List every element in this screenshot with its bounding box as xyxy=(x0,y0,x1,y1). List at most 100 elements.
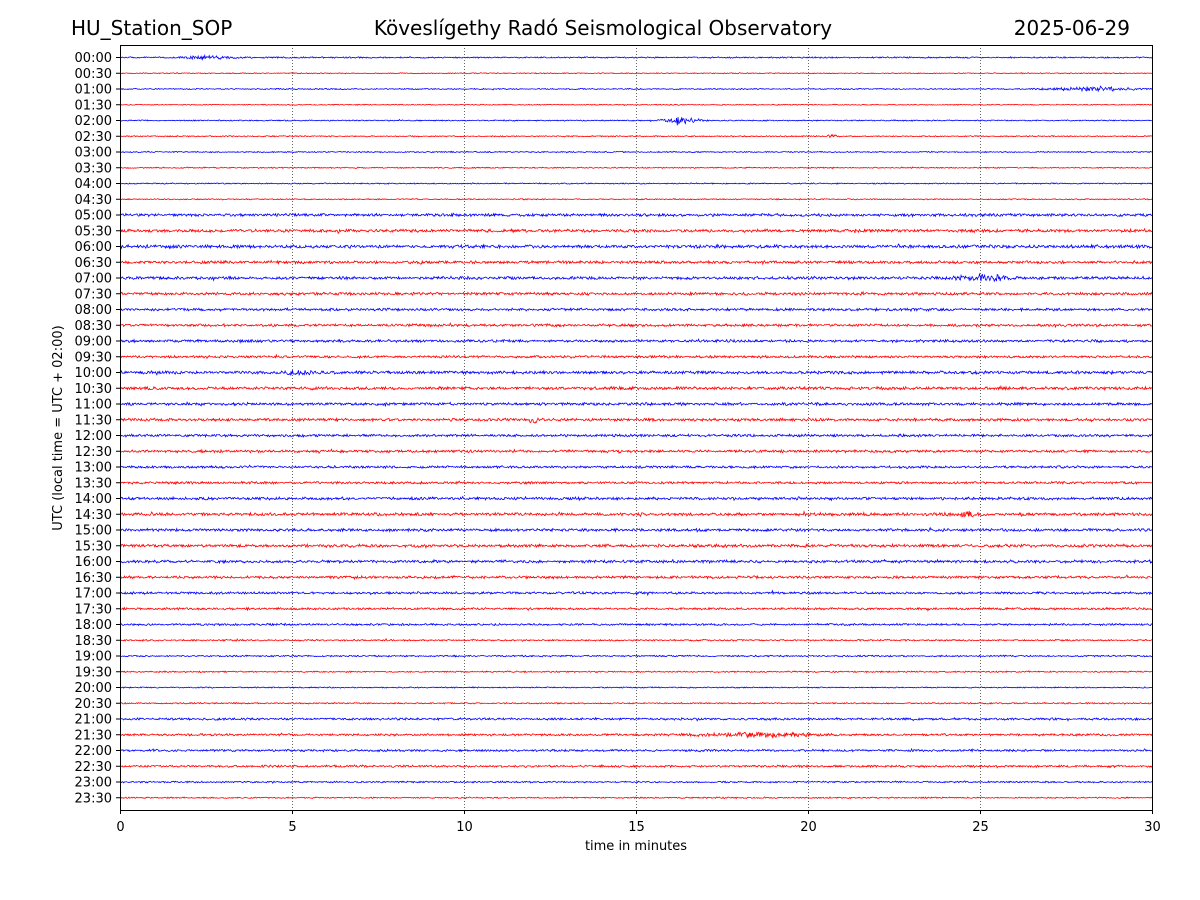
trace-2100 xyxy=(119,716,1153,722)
y-tick-label: 10:00 xyxy=(75,366,112,381)
x-tick-label: 30 xyxy=(1144,820,1161,835)
trace-0630 xyxy=(119,259,1153,266)
trace-0830 xyxy=(119,322,1153,329)
y-tick-label: 17:00 xyxy=(75,587,112,602)
y-tick-label: 19:00 xyxy=(75,650,112,665)
trace-0300 xyxy=(119,150,1153,154)
y-tick-label: 15:30 xyxy=(75,539,112,554)
trace-1630 xyxy=(119,574,1153,581)
trace-2030 xyxy=(119,701,1153,705)
trace-0430 xyxy=(119,198,1153,201)
y-tick-label: 22:30 xyxy=(75,760,112,775)
trace-0800 xyxy=(119,306,1153,313)
trace-0930 xyxy=(119,353,1153,360)
trace-0100 xyxy=(119,85,1153,93)
trace-0530 xyxy=(119,227,1152,235)
y-tick-label: 13:00 xyxy=(75,461,112,476)
x-tick-label: 10 xyxy=(456,820,473,835)
y-tick-label: 12:30 xyxy=(75,445,112,460)
y-tick-label: 16:30 xyxy=(75,571,112,586)
trace-lines xyxy=(119,53,1153,800)
trace-0000 xyxy=(119,53,1153,61)
y-tick-label: 01:00 xyxy=(75,83,112,98)
x-tick-label: 25 xyxy=(972,820,989,835)
x-axis: 0 5 10 15 20 25 30 xyxy=(116,810,1161,835)
y-tick-label: 01:30 xyxy=(75,98,112,113)
y-tick-label: 21:30 xyxy=(75,728,112,743)
x-tick-label: 0 xyxy=(116,820,124,835)
y-tick-label: 09:00 xyxy=(75,335,112,350)
y-tick-label: 18:30 xyxy=(75,634,112,649)
trace-1300 xyxy=(119,464,1153,470)
y-tick-label: 21:00 xyxy=(75,713,112,728)
record-date: 2025-06-29 xyxy=(1013,16,1130,40)
y-tick-label: 06:00 xyxy=(75,240,112,255)
trace-0500 xyxy=(119,212,1153,218)
x-axis-label: time in minutes xyxy=(585,839,687,854)
trace-2000 xyxy=(119,686,1153,689)
y-tick-label: 12:00 xyxy=(75,429,112,444)
y-tick-label: 22:00 xyxy=(75,744,112,759)
y-tick-label: 11:00 xyxy=(75,398,112,413)
y-tick-label: 08:30 xyxy=(75,319,112,334)
trace-1430 xyxy=(119,510,1153,518)
y-tick-label: 00:30 xyxy=(75,67,112,82)
trace-0730 xyxy=(119,290,1153,297)
y-tick-label: 13:30 xyxy=(75,476,112,491)
y-tick-label: 18:00 xyxy=(75,618,112,633)
trace-1130 xyxy=(119,416,1153,424)
trace-0400 xyxy=(119,182,1153,185)
trace-1530 xyxy=(119,542,1153,550)
y-tick-label: 05:00 xyxy=(75,209,112,224)
x-tick-label: 20 xyxy=(800,820,817,835)
y-axis-label: UTC (local time = UTC + 02:00) xyxy=(51,325,66,530)
y-tick-label: 14:30 xyxy=(75,508,112,523)
trace-1400 xyxy=(119,495,1153,502)
y-tick-label: 02:00 xyxy=(75,114,112,129)
y-tick-label: 02:30 xyxy=(75,130,112,145)
y-tick-label: 07:00 xyxy=(75,272,112,287)
trace-2300 xyxy=(119,780,1153,784)
y-tick-label: 20:00 xyxy=(75,681,112,696)
trace-2200 xyxy=(119,747,1153,753)
y-tick-label: 07:30 xyxy=(75,287,112,302)
y-tick-label: 14:00 xyxy=(75,492,112,507)
trace-0230 xyxy=(119,133,1153,139)
trace-1800 xyxy=(119,622,1153,627)
y-axis: 00:0000:3001:0001:3002:0002:3003:0003:30… xyxy=(75,51,120,806)
trace-1330 xyxy=(119,480,1153,486)
y-tick-label: 03:30 xyxy=(75,161,112,176)
trace-1500 xyxy=(119,526,1153,533)
trace-0330 xyxy=(119,166,1153,170)
y-tick-label: 03:00 xyxy=(75,146,112,161)
trace-1700 xyxy=(119,589,1153,597)
y-tick-label: 17:30 xyxy=(75,602,112,617)
y-tick-label: 10:30 xyxy=(75,382,112,397)
y-tick-label: 09:30 xyxy=(75,350,112,365)
trace-1930 xyxy=(119,669,1153,674)
y-tick-label: 06:30 xyxy=(75,256,112,271)
y-tick-label: 16:00 xyxy=(75,555,112,570)
y-tick-label: 15:00 xyxy=(75,524,112,539)
y-tick-label: 04:00 xyxy=(75,177,112,192)
y-tick-label: 00:00 xyxy=(75,51,112,66)
trace-2230 xyxy=(119,763,1153,769)
trace-1900 xyxy=(119,654,1153,658)
trace-2330 xyxy=(119,796,1153,800)
y-tick-label: 19:30 xyxy=(75,665,112,680)
trace-0600 xyxy=(119,243,1153,250)
trace-1200 xyxy=(119,433,1153,438)
trace-1000 xyxy=(119,369,1153,377)
station-name: HU_Station_SOP xyxy=(71,16,233,40)
trace-0030 xyxy=(119,72,1153,75)
plot-frame xyxy=(120,45,1153,811)
trace-1600 xyxy=(119,558,1153,565)
y-tick-label: 11:30 xyxy=(75,413,112,428)
x-tick-label: 15 xyxy=(628,820,645,835)
trace-0900 xyxy=(119,338,1153,344)
y-tick-label: 05:30 xyxy=(75,224,112,239)
y-tick-label: 20:30 xyxy=(75,697,112,712)
y-tick-label: 23:30 xyxy=(75,791,112,806)
